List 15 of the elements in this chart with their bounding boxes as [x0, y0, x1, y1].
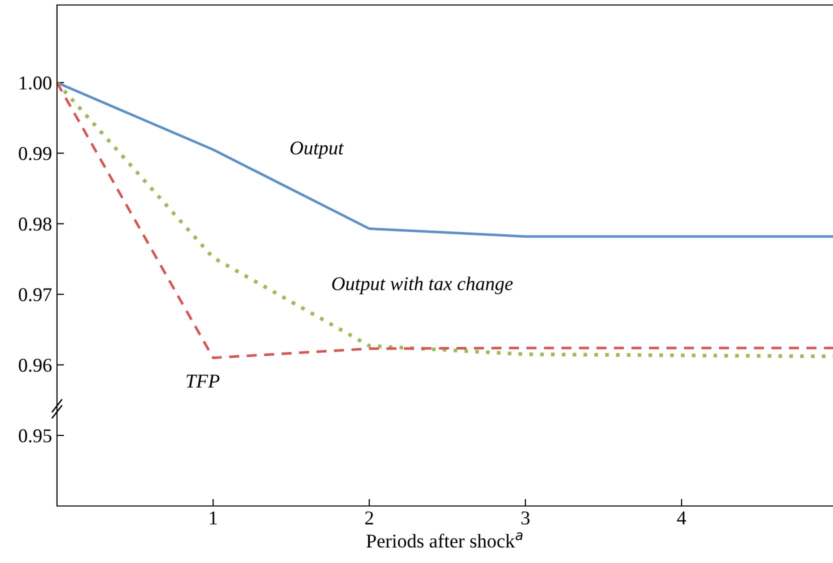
y-tick-label: 1.00 [20, 76, 52, 90]
y-tick-label: 0.99 [18, 147, 52, 160]
series-label: TFP [186, 374, 220, 388]
x-tick-label: 4 [677, 512, 686, 524]
x-tick-label: 2 [365, 511, 374, 524]
x-axis-title: Periods after shock$^{a}$ [366, 532, 523, 548]
x-tick-label: 3 [521, 511, 530, 525]
y-tick-label: 0.97 [18, 288, 52, 302]
x-tick-label: 1 [210, 512, 217, 524]
series-label: Output [290, 141, 344, 158]
series-label: Output with tax change [332, 276, 513, 294]
line-series [57, 81, 833, 238]
y-tick-label: 0.96 [18, 358, 52, 372]
y-tick-label: 0.98 [18, 218, 52, 231]
y-tick-label: 0.95 [18, 429, 52, 442]
